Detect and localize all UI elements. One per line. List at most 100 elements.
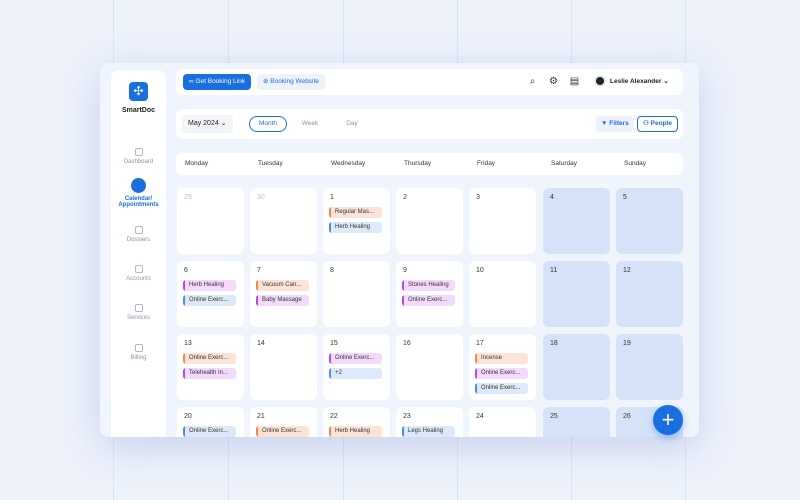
day-cell[interactable]: 30 <box>250 188 317 254</box>
sidebar-item-dashboard[interactable]: Dashboard <box>111 148 166 165</box>
day-cell[interactable]: 10 <box>469 261 536 327</box>
calendar-grid-icon[interactable]: ▤ <box>569 76 580 87</box>
appointment-event[interactable]: Legs Healing <box>402 426 455 437</box>
day-cell[interactable]: 9 Stones Healing Online Exerc... <box>396 261 463 327</box>
day-cell[interactable]: 18 <box>543 334 610 400</box>
day-cell[interactable]: 7 Vacuum Can... Baby Massage <box>250 261 317 327</box>
chevron-down-icon: ⌄ <box>220 120 227 127</box>
day-number: 16 <box>403 340 411 347</box>
day-cell[interactable]: 24 <box>469 407 536 437</box>
appointment-event[interactable]: Regular Mas... <box>329 207 382 218</box>
day-cell[interactable]: 15 Online Exerc... +2 <box>323 334 390 400</box>
sidebar-item-label: Accounts <box>126 276 151 282</box>
day-number: 19 <box>623 340 631 347</box>
weekday-label: Friday <box>477 160 496 167</box>
appointment-event[interactable]: Online Exerc... <box>402 295 455 306</box>
tab-week[interactable]: Week <box>301 120 319 127</box>
sidebar-item-label: Dashboard <box>123 159 154 165</box>
appointment-event[interactable]: Herb Healing <box>329 222 382 233</box>
day-number: 15 <box>330 340 338 347</box>
sidebar: ✣ SmartDoc Dashboard Calendar/ Appointmen… <box>111 70 166 437</box>
sidebar-item-clipboard[interactable]: Dossiers <box>111 226 166 243</box>
sidebar-item-heart[interactable]: Services <box>111 304 166 321</box>
user-menu[interactable]: Leslie Alexander ⌄ <box>594 75 669 89</box>
appointment-event[interactable]: Online Exerc... <box>475 383 528 394</box>
day-cell[interactable]: 16 <box>396 334 463 400</box>
add-appointment-button[interactable]: + <box>653 405 683 435</box>
appointment-event[interactable]: Stones Healing <box>402 280 455 291</box>
day-cell[interactable]: 11 <box>543 261 610 327</box>
appointment-event[interactable]: Telehealth In... <box>183 368 236 379</box>
day-number: 23 <box>403 413 411 420</box>
day-number: 18 <box>550 340 558 347</box>
day-cell[interactable]: 1 Regular Mas... Herb Healing <box>323 188 390 254</box>
day-number: 17 <box>476 340 484 347</box>
dashboard-icon <box>134 148 143 156</box>
day-cell[interactable]: 6 Herb Healing Online Exerc... <box>177 261 244 327</box>
clipboard-icon <box>134 226 143 234</box>
appointment-event[interactable]: +2 <box>329 368 382 379</box>
appointment-event[interactable]: Online Exerc... <box>256 426 309 437</box>
calendar-toolbar: May 2024 ⌄ Month Week Day ▼ Filters ⚇ Pe… <box>176 109 683 139</box>
day-cell[interactable]: 8 <box>323 261 390 327</box>
sidebar-item-label: Calendar/ Appointments <box>118 196 159 208</box>
appointment-event[interactable]: Online Exerc... <box>183 295 236 306</box>
sidebar-item-label: Dossiers <box>126 237 151 243</box>
app-window: ✣ SmartDoc Dashboard Calendar/ Appointmen… <box>100 63 699 437</box>
smartdoc-logo-icon: ✣ <box>129 82 148 101</box>
day-cell[interactable]: 22 Herb Healing <box>323 407 390 437</box>
day-number: 2 <box>403 194 407 201</box>
sidebar-item-accounts[interactable]: Accounts <box>111 265 166 282</box>
day-cell[interactable]: 2 <box>396 188 463 254</box>
get-booking-link-button[interactable]: ∞ Get Booking Link <box>183 74 251 90</box>
weekday-label: Monday <box>185 160 209 167</box>
day-cell[interactable]: 23 Legs Healing <box>396 407 463 437</box>
day-number: 10 <box>476 267 484 274</box>
day-cell[interactable]: 5 <box>616 188 683 254</box>
search-icon[interactable]: ⌕ <box>529 76 536 87</box>
appointment-event[interactable]: Vacuum Can... <box>256 280 309 291</box>
sidebar-item-calendar[interactable]: Calendar/ Appointments <box>111 178 166 208</box>
day-cell[interactable]: 25 <box>543 407 610 437</box>
booking-website-button[interactable]: ⊕ Booking Website <box>257 74 325 90</box>
chevron-down-icon: ⌄ <box>663 78 669 85</box>
day-cell[interactable]: 17 Incense Online Exerc... Online Exerc... <box>469 334 536 400</box>
people-icon: ⚇ <box>643 120 651 127</box>
day-cell[interactable]: 20 Online Exerc... <box>177 407 244 437</box>
calendar-icon <box>131 178 146 193</box>
weekday-label: Sunday <box>624 160 647 167</box>
appointment-event[interactable]: Online Exerc... <box>183 426 236 437</box>
day-cell[interactable]: 29 <box>177 188 244 254</box>
day-cell[interactable]: 21 Online Exerc... <box>250 407 317 437</box>
day-cell[interactable]: 19 <box>616 334 683 400</box>
day-cell[interactable]: 12 <box>616 261 683 327</box>
tab-day[interactable]: Day <box>346 120 358 127</box>
billing-icon <box>134 344 143 352</box>
appointment-event[interactable]: Online Exerc... <box>183 353 236 364</box>
gear-icon[interactable]: ⚙ <box>549 76 558 87</box>
people-button[interactable]: ⚇ People <box>637 116 678 132</box>
appointment-event[interactable]: Incense <box>475 353 528 364</box>
month-selector[interactable]: May 2024 ⌄ <box>182 115 233 133</box>
sidebar-item-label: Services <box>126 315 150 321</box>
filters-button[interactable]: ▼ Filters <box>596 116 634 132</box>
link-icon: ∞ <box>189 78 196 85</box>
day-number: 25 <box>550 413 558 420</box>
day-cell[interactable]: 14 <box>250 334 317 400</box>
tab-month[interactable]: Month <box>249 116 287 132</box>
appointment-event[interactable]: Online Exerc... <box>475 368 528 379</box>
appointment-event[interactable]: Online Exerc... <box>329 353 382 364</box>
sidebar-item-billing[interactable]: Billing <box>111 344 166 361</box>
day-number: 7 <box>257 267 261 274</box>
day-cell[interactable]: 3 <box>469 188 536 254</box>
appointment-event[interactable]: Herb Healing <box>329 426 382 437</box>
day-cell[interactable]: 4 <box>543 188 610 254</box>
day-number: 21 <box>257 413 265 420</box>
day-number: 14 <box>257 340 265 347</box>
appointment-event[interactable]: Baby Massage <box>256 295 309 306</box>
day-cell[interactable]: 13 Online Exerc... Telehealth In... <box>177 334 244 400</box>
appointment-event[interactable]: Herb Healing <box>183 280 236 291</box>
brand-name: SmartDoc <box>121 107 156 114</box>
day-number: 26 <box>623 413 631 420</box>
sidebar-item-label: Billing <box>130 355 147 361</box>
